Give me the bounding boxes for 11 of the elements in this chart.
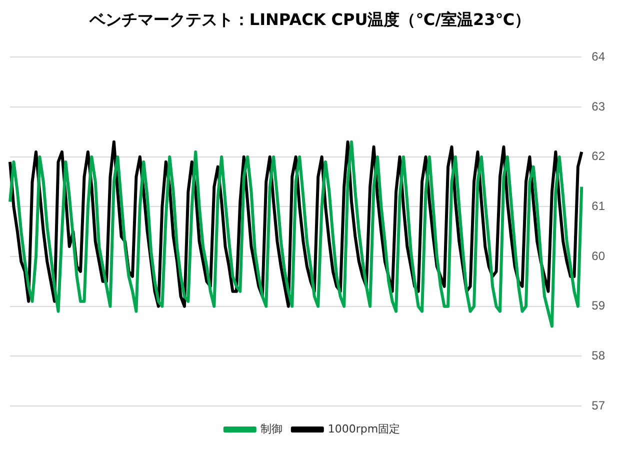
y-tick-label: 64 [592,50,606,64]
legend-label: 制御 [260,422,282,436]
y-tick-label: 58 [592,348,606,362]
chart-title: ベンチマークテスト：LINPACK CPU温度（℃/室温23℃） [88,10,532,31]
y-tick-label: 57 [592,398,606,412]
legend-label: 1000rpm固定 [328,422,400,436]
y-tick-label: 62 [592,149,606,164]
y-tick-label: 59 [592,298,606,313]
y-tick-label: 61 [592,199,606,213]
y-tick-label: 63 [592,99,606,114]
y-tick-label: 60 [592,248,606,263]
